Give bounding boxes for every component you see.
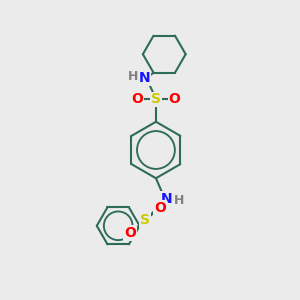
Text: N: N — [160, 192, 172, 206]
Text: S: S — [140, 213, 150, 227]
Text: S: S — [151, 92, 161, 106]
Text: O: O — [168, 92, 180, 106]
Text: N: N — [139, 71, 151, 85]
Text: O: O — [132, 92, 143, 106]
Text: O: O — [124, 226, 136, 240]
Text: H: H — [128, 70, 138, 83]
Text: O: O — [154, 201, 166, 215]
Text: H: H — [174, 194, 184, 207]
